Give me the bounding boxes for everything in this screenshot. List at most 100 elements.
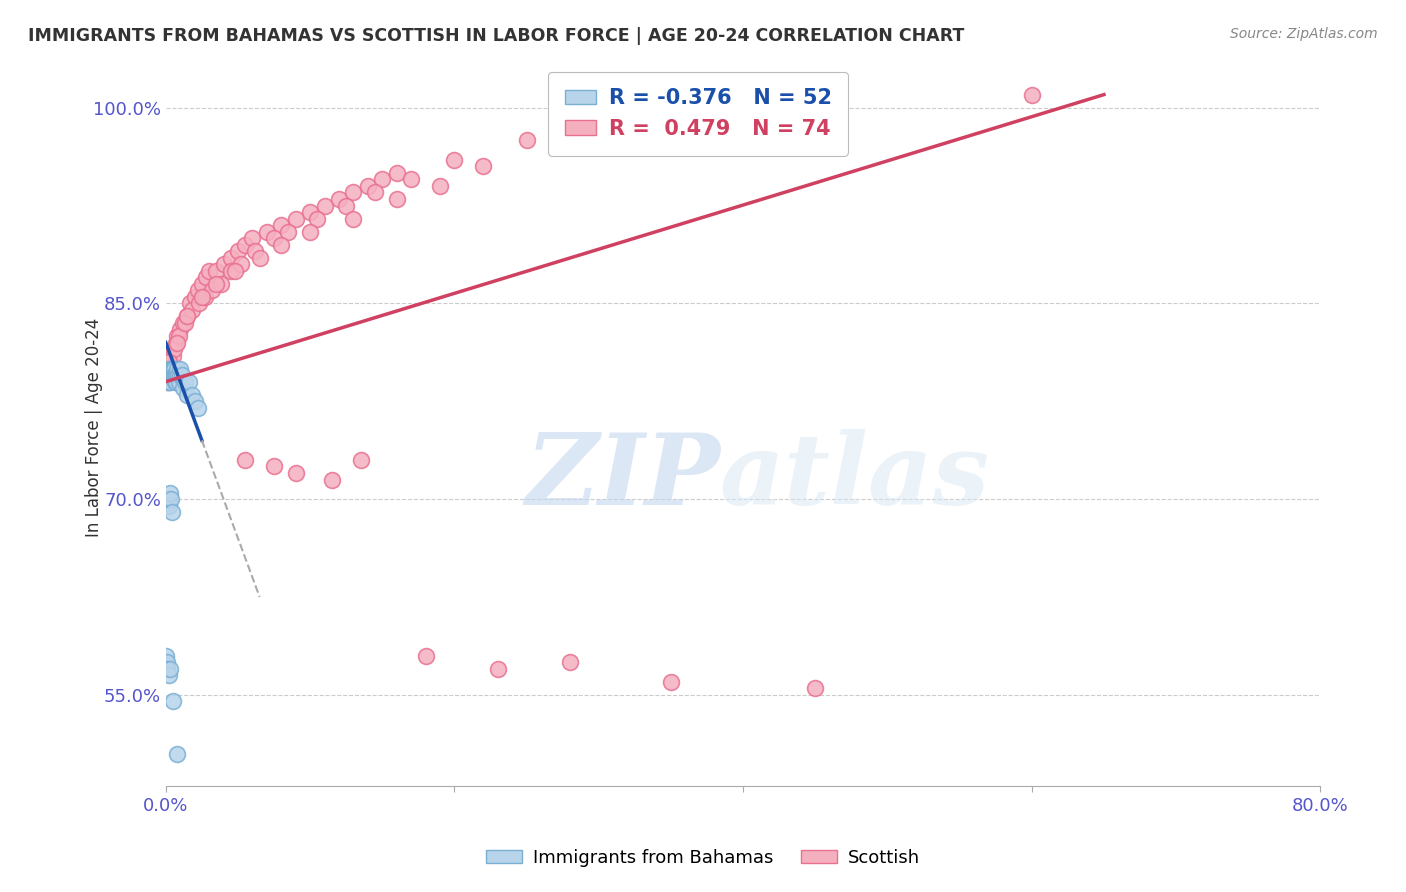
Point xyxy=(307,211,329,226)
Point xyxy=(165,368,187,383)
Point xyxy=(245,244,267,259)
Point xyxy=(173,316,195,330)
Point xyxy=(486,662,509,676)
Point xyxy=(160,368,183,383)
Point xyxy=(166,747,188,761)
Point xyxy=(162,361,184,376)
Point xyxy=(157,668,180,682)
Point xyxy=(364,186,387,200)
Point xyxy=(163,368,186,383)
Point xyxy=(205,277,228,291)
Point xyxy=(160,361,183,376)
Point xyxy=(229,257,252,271)
Point xyxy=(160,361,183,376)
Point xyxy=(155,655,177,669)
Point xyxy=(385,192,408,206)
Point xyxy=(163,368,186,383)
Point xyxy=(328,192,350,206)
Point xyxy=(157,375,180,389)
Point xyxy=(270,237,292,252)
Point xyxy=(212,257,235,271)
Point xyxy=(187,401,209,415)
Point xyxy=(263,231,285,245)
Point xyxy=(249,251,271,265)
Point xyxy=(205,264,228,278)
Point xyxy=(321,473,343,487)
Point xyxy=(191,277,214,291)
Point xyxy=(195,270,218,285)
Point xyxy=(342,186,364,200)
Point xyxy=(209,277,232,291)
Point xyxy=(191,290,214,304)
Point xyxy=(277,225,299,239)
Point xyxy=(176,310,198,324)
Text: IMMIGRANTS FROM BAHAMAS VS SCOTTISH IN LABOR FORCE | AGE 20-24 CORRELATION CHART: IMMIGRANTS FROM BAHAMAS VS SCOTTISH IN L… xyxy=(28,27,965,45)
Point xyxy=(159,485,181,500)
Point xyxy=(156,368,179,383)
Point xyxy=(172,316,194,330)
Point xyxy=(183,394,205,409)
Point xyxy=(167,375,190,389)
Point xyxy=(156,662,179,676)
Point xyxy=(167,368,190,383)
Point xyxy=(165,375,187,389)
Point xyxy=(167,329,190,343)
Point xyxy=(157,361,180,376)
Point xyxy=(179,296,201,310)
Point xyxy=(177,375,200,389)
Point xyxy=(162,368,184,383)
Point xyxy=(166,361,188,376)
Point xyxy=(160,361,183,376)
Point xyxy=(350,453,373,467)
Point xyxy=(163,361,186,376)
Point xyxy=(516,133,538,147)
Point xyxy=(201,283,224,297)
Point xyxy=(256,225,278,239)
Point xyxy=(314,198,336,212)
Point xyxy=(415,648,437,663)
Point xyxy=(429,178,451,193)
Point xyxy=(1021,87,1043,102)
Point xyxy=(219,251,242,265)
Text: atlas: atlas xyxy=(720,429,990,525)
Point xyxy=(165,375,187,389)
Point xyxy=(169,322,191,336)
Y-axis label: In Labor Force | Age 20-24: In Labor Force | Age 20-24 xyxy=(86,318,103,537)
Point xyxy=(166,368,188,383)
Point xyxy=(157,355,180,369)
Point xyxy=(371,172,394,186)
Legend: Immigrants from Bahamas, Scottish: Immigrants from Bahamas, Scottish xyxy=(479,842,927,874)
Point xyxy=(162,694,184,708)
Point xyxy=(156,499,179,513)
Point xyxy=(159,662,181,676)
Point xyxy=(165,368,187,383)
Point xyxy=(163,361,186,376)
Point xyxy=(162,349,184,363)
Point xyxy=(558,655,581,669)
Point xyxy=(183,290,205,304)
Point xyxy=(169,368,191,383)
Point xyxy=(159,355,181,369)
Point xyxy=(198,264,221,278)
Point xyxy=(170,368,193,383)
Point xyxy=(233,237,256,252)
Legend: R = -0.376   N = 52, R =  0.479   N = 74: R = -0.376 N = 52, R = 0.479 N = 74 xyxy=(548,71,848,155)
Point xyxy=(284,211,307,226)
Point xyxy=(157,368,180,383)
Point xyxy=(219,264,242,278)
Point xyxy=(156,375,179,389)
Point xyxy=(162,361,184,376)
Point xyxy=(342,211,364,226)
Point xyxy=(270,218,292,232)
Point xyxy=(357,178,380,193)
Point xyxy=(155,492,177,507)
Point xyxy=(187,283,209,297)
Point xyxy=(172,381,194,395)
Point xyxy=(160,368,183,383)
Point xyxy=(162,368,184,383)
Point xyxy=(242,231,264,245)
Point xyxy=(226,244,249,259)
Point xyxy=(166,335,188,350)
Point xyxy=(263,459,285,474)
Text: Source: ZipAtlas.com: Source: ZipAtlas.com xyxy=(1230,27,1378,41)
